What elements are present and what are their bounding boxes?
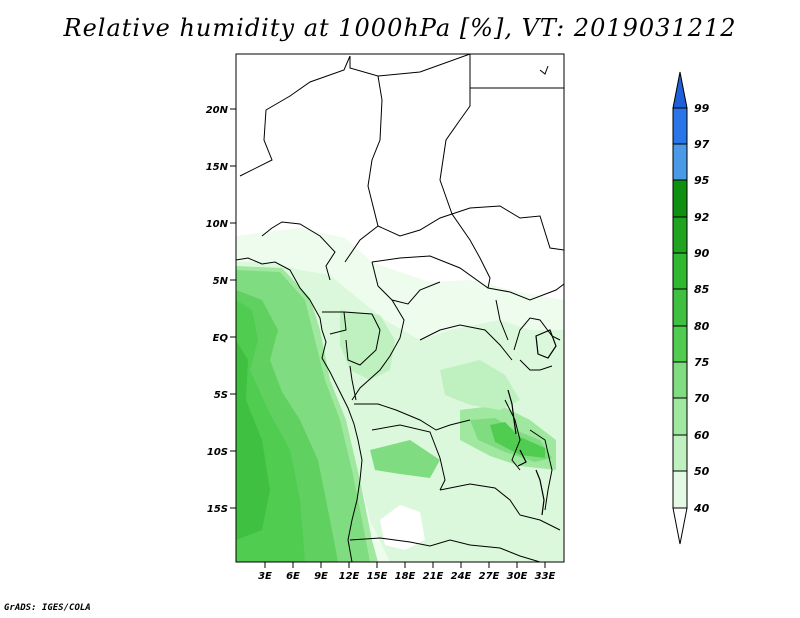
grads-credit: GrADS: IGES/COLA — [4, 603, 91, 613]
map-title: Relative humidity at 1000hPa [%], VT: 20… — [63, 14, 737, 42]
lon-tick-label: 12E — [339, 571, 360, 582]
country-borders — [236, 54, 564, 562]
lat-tick-label: 5N — [213, 276, 229, 287]
colorbar-label: 99 — [694, 102, 710, 115]
lon-tick-label: 6E — [286, 571, 300, 582]
colorbar-label: 90 — [694, 247, 710, 260]
lon-tick-label: 30E — [507, 571, 528, 582]
colorbar-label: 97 — [694, 138, 710, 151]
lon-tick-label: 18E — [395, 571, 416, 582]
colorbar-swatch — [672, 325, 688, 363]
colorbar-label: 92 — [694, 211, 710, 224]
lakes — [507, 329, 557, 516]
lon-tick-label: 21E — [423, 571, 444, 582]
lat-tick-label: 5S — [214, 390, 228, 401]
colorbar-swatch — [672, 470, 688, 509]
colorbar-top-arrow — [672, 71, 688, 109]
lon-tick-label: 3E — [258, 571, 272, 582]
colorbar-swatch — [672, 179, 688, 218]
lon-tick-label: 24E — [451, 571, 472, 582]
lat-axis: 20N 15N 10N 5N EQ 5S 10S 15S — [206, 105, 236, 515]
colorbar-swatch — [672, 361, 688, 399]
colorbar-label: 85 — [694, 283, 710, 296]
lon-tick-label: 9E — [314, 571, 328, 582]
colorbar-label: 80 — [694, 320, 710, 333]
lat-tick-label: 10S — [207, 447, 228, 458]
colorbar-bottom-arrow — [672, 507, 688, 545]
colorbar-swatch — [672, 216, 688, 254]
colorbar-swatch — [672, 434, 688, 472]
colorbar-label: 75 — [694, 356, 710, 369]
lon-tick-label: 33E — [535, 571, 556, 582]
colorbar-label: 50 — [694, 465, 710, 478]
lon-tick-label: 15E — [367, 571, 388, 582]
lon-tick-label: 27E — [479, 571, 500, 582]
lat-tick-label: 15N — [206, 162, 229, 173]
colorbar-swatch — [672, 288, 688, 327]
humidity-field — [236, 228, 564, 562]
lat-tick-label: 15S — [207, 504, 228, 515]
colorbar-label: 95 — [694, 174, 710, 187]
colorbar-swatch — [672, 143, 688, 181]
colorbar-label: 60 — [694, 429, 710, 442]
colorbar-swatch — [672, 107, 688, 145]
colorbar: 99 97 95 92 90 85 80 75 70 60 50 40 — [672, 71, 710, 545]
lat-tick-label: EQ — [213, 333, 229, 344]
lat-tick-label: 20N — [206, 105, 229, 116]
lat-tick-label: 10N — [206, 219, 229, 230]
lon-axis: 3E 6E 9E 12E 15E 18E 21E 24E 27E 30E 33E — [258, 562, 556, 582]
colorbar-swatch — [672, 252, 688, 290]
colorbar-label: 70 — [694, 392, 710, 405]
colorbar-label: 40 — [693, 502, 710, 515]
map-frame — [235, 53, 565, 563]
colorbar-swatch — [672, 397, 688, 436]
